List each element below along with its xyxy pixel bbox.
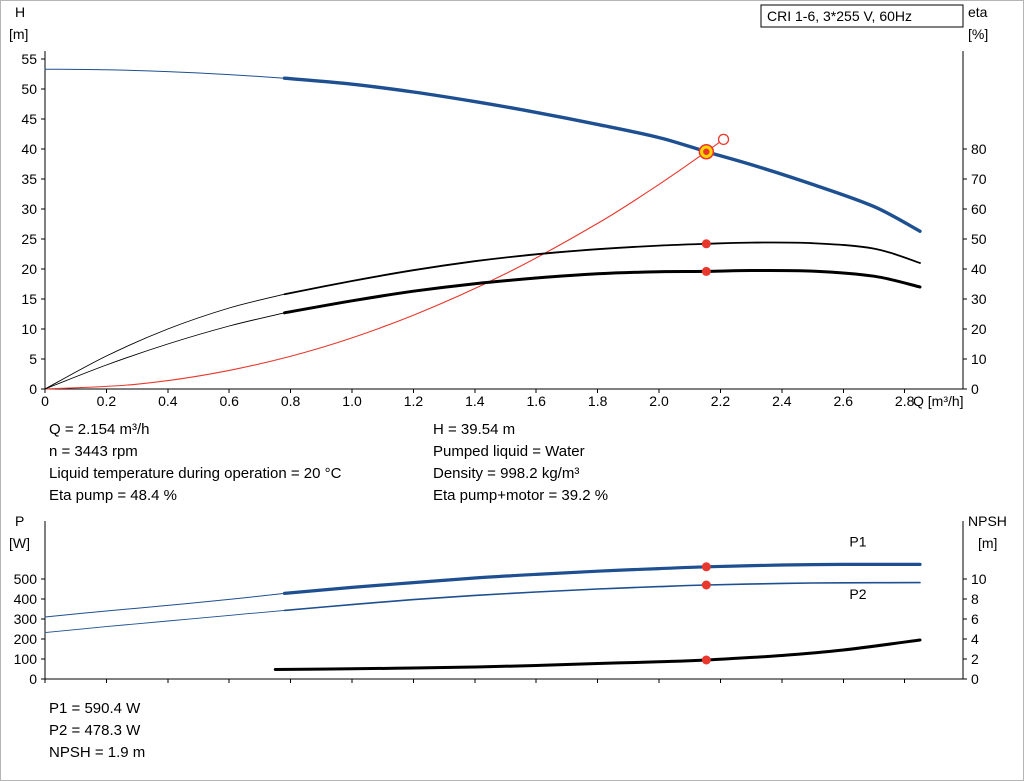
p1-point-marker (701, 562, 711, 572)
left-tick-label: 10 (21, 321, 37, 337)
x-tick-label: 0.2 (97, 393, 117, 409)
right-tick-label: 50 (971, 231, 987, 247)
eta-pump-curve (283, 241, 921, 296)
duty-info-block: Q = 2.154 m³/h n = 3443 rpm Liquid tempe… (1, 419, 1023, 509)
right-tick-label: 0 (971, 671, 979, 687)
top-chart-left-axis-title: H (15, 4, 25, 20)
npsh-point-marker (701, 655, 711, 665)
x-tick-label: 2.0 (649, 393, 669, 409)
info-eta-pump: Eta pump = 48.4 % (49, 487, 177, 504)
eta-pump-motor-curve (283, 268, 922, 315)
bottom-chart-left-axis-title: P (15, 513, 24, 529)
info-eta-pump-motor: Eta pump+motor = 39.2 % (433, 487, 609, 504)
left-tick-label: 25 (21, 231, 37, 247)
result-npsh: NPSH = 1.9 m (49, 744, 146, 761)
result-p1: P1 = 590.4 W (49, 700, 141, 717)
info-liquid-temp: Liquid temperature during operation = 20… (49, 465, 342, 482)
right-tick-label: 0 (971, 381, 979, 397)
x-tick-label: 2.8 (895, 393, 915, 409)
eta-pump-motor-point-marker (701, 266, 711, 276)
left-tick-label: 500 (14, 571, 38, 587)
top-chart-left-axis-unit: [m] (9, 26, 28, 42)
x-tick-label: 0 (41, 393, 49, 409)
p1-curve-thin (44, 592, 285, 618)
system-curve (44, 138, 725, 390)
right-tick-label: 30 (971, 291, 987, 307)
left-tick-label: 5 (29, 351, 37, 367)
left-tick-label: 0 (29, 381, 37, 397)
left-tick-label: 0 (29, 671, 37, 687)
left-tick-label: 300 (14, 611, 38, 627)
x-tick-label: 1.2 (404, 393, 424, 409)
result-p2: P2 = 478.3 W (49, 722, 141, 739)
right-tick-label: 6 (971, 611, 979, 627)
right-tick-label: 4 (971, 631, 979, 647)
left-tick-label: 30 (21, 201, 37, 217)
x-tick-label: 2.4 (772, 393, 792, 409)
right-tick-label: 8 (971, 591, 979, 607)
left-tick-label: 45 (21, 111, 37, 127)
left-tick-label: 200 (14, 631, 38, 647)
left-tick-label: 400 (14, 591, 38, 607)
eta-pump-motor-curve-thin (44, 312, 285, 390)
results-block: P1 = 590.4 W P2 = 478.3 W NPSH = 1.9 m (49, 698, 145, 764)
x-tick-label: 1.8 (588, 393, 608, 409)
eta-pump-curve-thin (44, 293, 285, 390)
x-tick-label: 1.6 (527, 393, 547, 409)
duty-info-left-column: Q = 2.154 m³/h n = 3443 rpm Liquid tempe… (49, 419, 341, 507)
x-tick-label: 1.0 (342, 393, 362, 409)
head-curve (282, 76, 922, 233)
qh-eta-chart: 0 0.2 0.4 0.6 0.8 1.0 1.2 1.4 1.6 1.8 2.0 2.2 2.4 2.6… (9, 4, 988, 409)
left-tick-label: 40 (21, 141, 37, 157)
chart-title-box (760, 4, 964, 28)
p2-point-marker (701, 580, 711, 590)
left-tick-label: 55 (21, 51, 37, 67)
right-tick-label: 40 (971, 261, 987, 277)
right-tick-label: 80 (971, 141, 987, 157)
info-flow: Q = 2.154 m³/h (49, 421, 150, 438)
x-tick-label: 0.6 (219, 393, 239, 409)
p2-curve (283, 581, 921, 612)
power-npsh-chart: 0 100 200 300 400 500 0 2 4 6 8 10 P [W] NPSH [m] P1 P2 (9, 513, 1007, 687)
left-tick-label: 50 (21, 81, 37, 97)
right-tick-label: 2 (971, 651, 979, 667)
series-label-p2: P2 (849, 586, 866, 602)
info-head: H = 39.54 m (433, 421, 516, 438)
bottom-chart-right-axis-unit: [m] (978, 535, 997, 551)
npsh-curve (273, 638, 922, 671)
left-tick-label: 35 (21, 171, 37, 187)
right-tick-label: 10 (971, 351, 987, 367)
info-density: Density = 998.2 kg/m³ (433, 465, 580, 482)
top-chart-right-axis-unit: [%] (968, 26, 988, 42)
x-tick-label: 0.4 (158, 393, 178, 409)
duty-info-right-column: H = 39.54 m Pumped liquid = Water Densit… (433, 419, 608, 507)
x-tick-label: 1.4 (465, 393, 485, 409)
x-tick-label: 0.8 (281, 393, 301, 409)
x-axis-label: Q [m³/h] (913, 393, 964, 409)
info-speed: n = 3443 rpm (49, 443, 138, 460)
info-pumped-liquid: Pumped liquid = Water (433, 443, 585, 460)
max-curve-intersection-point-marker (717, 133, 730, 146)
series-label-p1: P1 (849, 534, 866, 550)
p2-curve-thin (44, 609, 285, 634)
left-tick-label: 20 (21, 261, 37, 277)
right-tick-label: 10 (971, 571, 987, 587)
head-curve-thin (44, 68, 285, 79)
eta-pump-point-marker (701, 239, 711, 249)
x-tick-label: 2.2 (711, 393, 731, 409)
x-tick-label: 2.6 (834, 393, 854, 409)
right-tick-label: 20 (971, 321, 987, 337)
left-tick-label: 100 (14, 651, 38, 667)
bottom-chart-right-axis-title: NPSH (968, 513, 1007, 529)
bottom-chart-left-axis-unit: [W] (9, 535, 30, 551)
chart-title: CRI 1-6, 3*255 V, 60Hz (767, 8, 912, 24)
right-tick-label: 70 (971, 171, 987, 187)
p1-curve (282, 562, 922, 595)
left-tick-label: 15 (21, 291, 37, 307)
duty-point-center[interactable] (703, 148, 710, 155)
right-tick-label: 60 (971, 201, 987, 217)
top-chart-right-axis-title: eta (968, 4, 988, 20)
